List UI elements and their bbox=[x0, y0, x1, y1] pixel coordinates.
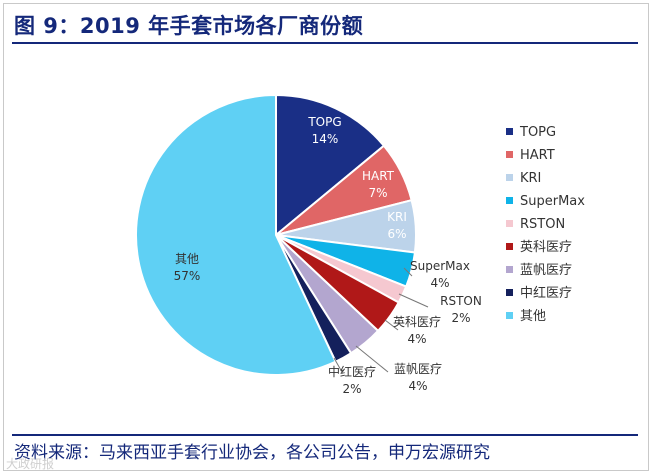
legend-label: 英科医疗 bbox=[520, 240, 572, 255]
slice-name-label: 蓝帆医疗 bbox=[394, 361, 442, 376]
leader-line-item-5 bbox=[384, 319, 399, 331]
leader-line-item-6 bbox=[355, 345, 389, 373]
slice-value-label: 7% bbox=[368, 186, 387, 200]
source-rule bbox=[12, 434, 638, 436]
slice-name-label: KRI bbox=[387, 210, 407, 224]
figure-frame bbox=[3, 3, 649, 471]
legend-label: TOPG bbox=[519, 125, 556, 140]
legend-label: 中红医疗 bbox=[520, 285, 572, 301]
slice-value-label: 6% bbox=[387, 227, 406, 241]
legend-swatch-item-5 bbox=[506, 243, 513, 250]
legend-swatch-item-7 bbox=[506, 289, 513, 296]
legend-label: SuperMax bbox=[520, 194, 585, 209]
slice-value-label: 4% bbox=[407, 332, 426, 346]
slice-labels: TOPG 14% HART 7%KRI 6% SuperMax 4% RSTON 2% 英科医疗 4… bbox=[174, 115, 482, 396]
legend-label: 其他 bbox=[520, 309, 546, 324]
pie-slice-topg bbox=[275, 93, 386, 238]
legend-label: HART bbox=[520, 148, 555, 163]
source-note: 资料来源：马来西亚手套行业协会，各公司公告，申万宏源研究 bbox=[14, 443, 490, 463]
slice-name-label: HART bbox=[362, 169, 395, 183]
slice-value-label: 2% bbox=[342, 382, 361, 396]
slice-name-label: SuperMax bbox=[410, 259, 470, 273]
leader-line-rston bbox=[398, 293, 429, 308]
slice-name-label: 英科医疗 bbox=[393, 315, 441, 329]
slice-name-label: TOPG bbox=[307, 115, 341, 129]
legend-swatch-topg bbox=[506, 128, 513, 135]
slice-value-label: 14% bbox=[312, 132, 339, 146]
legend-swatch-item-6 bbox=[506, 266, 513, 273]
slice-name-label: RSTON bbox=[440, 294, 482, 308]
slice-name-label: 中红医疗 bbox=[328, 364, 376, 379]
pie-slice-item-8 bbox=[135, 93, 337, 376]
leader-lines bbox=[333, 267, 429, 373]
slice-value-label: 2% bbox=[451, 311, 470, 325]
slice-value-label: 4% bbox=[430, 276, 449, 290]
legend-label: RSTON bbox=[520, 217, 565, 232]
slice-value-label: 4% bbox=[408, 379, 427, 393]
legend-swatch-item-8 bbox=[506, 312, 513, 319]
slice-name-label: 其他 bbox=[175, 252, 199, 266]
legend-label: KRI bbox=[520, 171, 541, 186]
leader-line-supermax bbox=[403, 267, 413, 277]
leader-line-item-7 bbox=[333, 357, 343, 373]
pie-slices bbox=[135, 93, 418, 376]
legend-swatch-supermax bbox=[506, 197, 513, 204]
legend-label: 蓝帆医疗 bbox=[520, 263, 572, 278]
slice-value-label: 57% bbox=[174, 269, 201, 283]
figure-title: 图 9：2019 年手套市场各厂商份额 bbox=[14, 14, 364, 38]
title-rule bbox=[12, 42, 638, 44]
legend-swatch-hart bbox=[506, 151, 513, 158]
legend-swatch-kri bbox=[506, 174, 513, 181]
legend-swatch-rston bbox=[506, 220, 513, 227]
watermark: 大政研报 bbox=[6, 457, 55, 471]
